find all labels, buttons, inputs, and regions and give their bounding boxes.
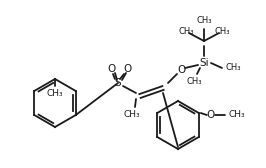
- Text: CH₃: CH₃: [214, 27, 230, 35]
- Text: CH₃: CH₃: [229, 111, 246, 119]
- Text: O: O: [177, 65, 185, 75]
- Text: S: S: [115, 78, 121, 88]
- Text: O: O: [123, 64, 131, 74]
- Text: O: O: [107, 64, 115, 74]
- Text: CH₃: CH₃: [124, 110, 140, 119]
- Text: CH₃: CH₃: [226, 64, 242, 73]
- Text: Si: Si: [199, 58, 209, 68]
- Text: CH₃: CH₃: [196, 16, 212, 25]
- Text: O: O: [207, 110, 215, 120]
- Text: CH₃: CH₃: [178, 27, 194, 35]
- Text: CH₃: CH₃: [186, 77, 202, 86]
- Text: CH₃: CH₃: [47, 89, 63, 98]
